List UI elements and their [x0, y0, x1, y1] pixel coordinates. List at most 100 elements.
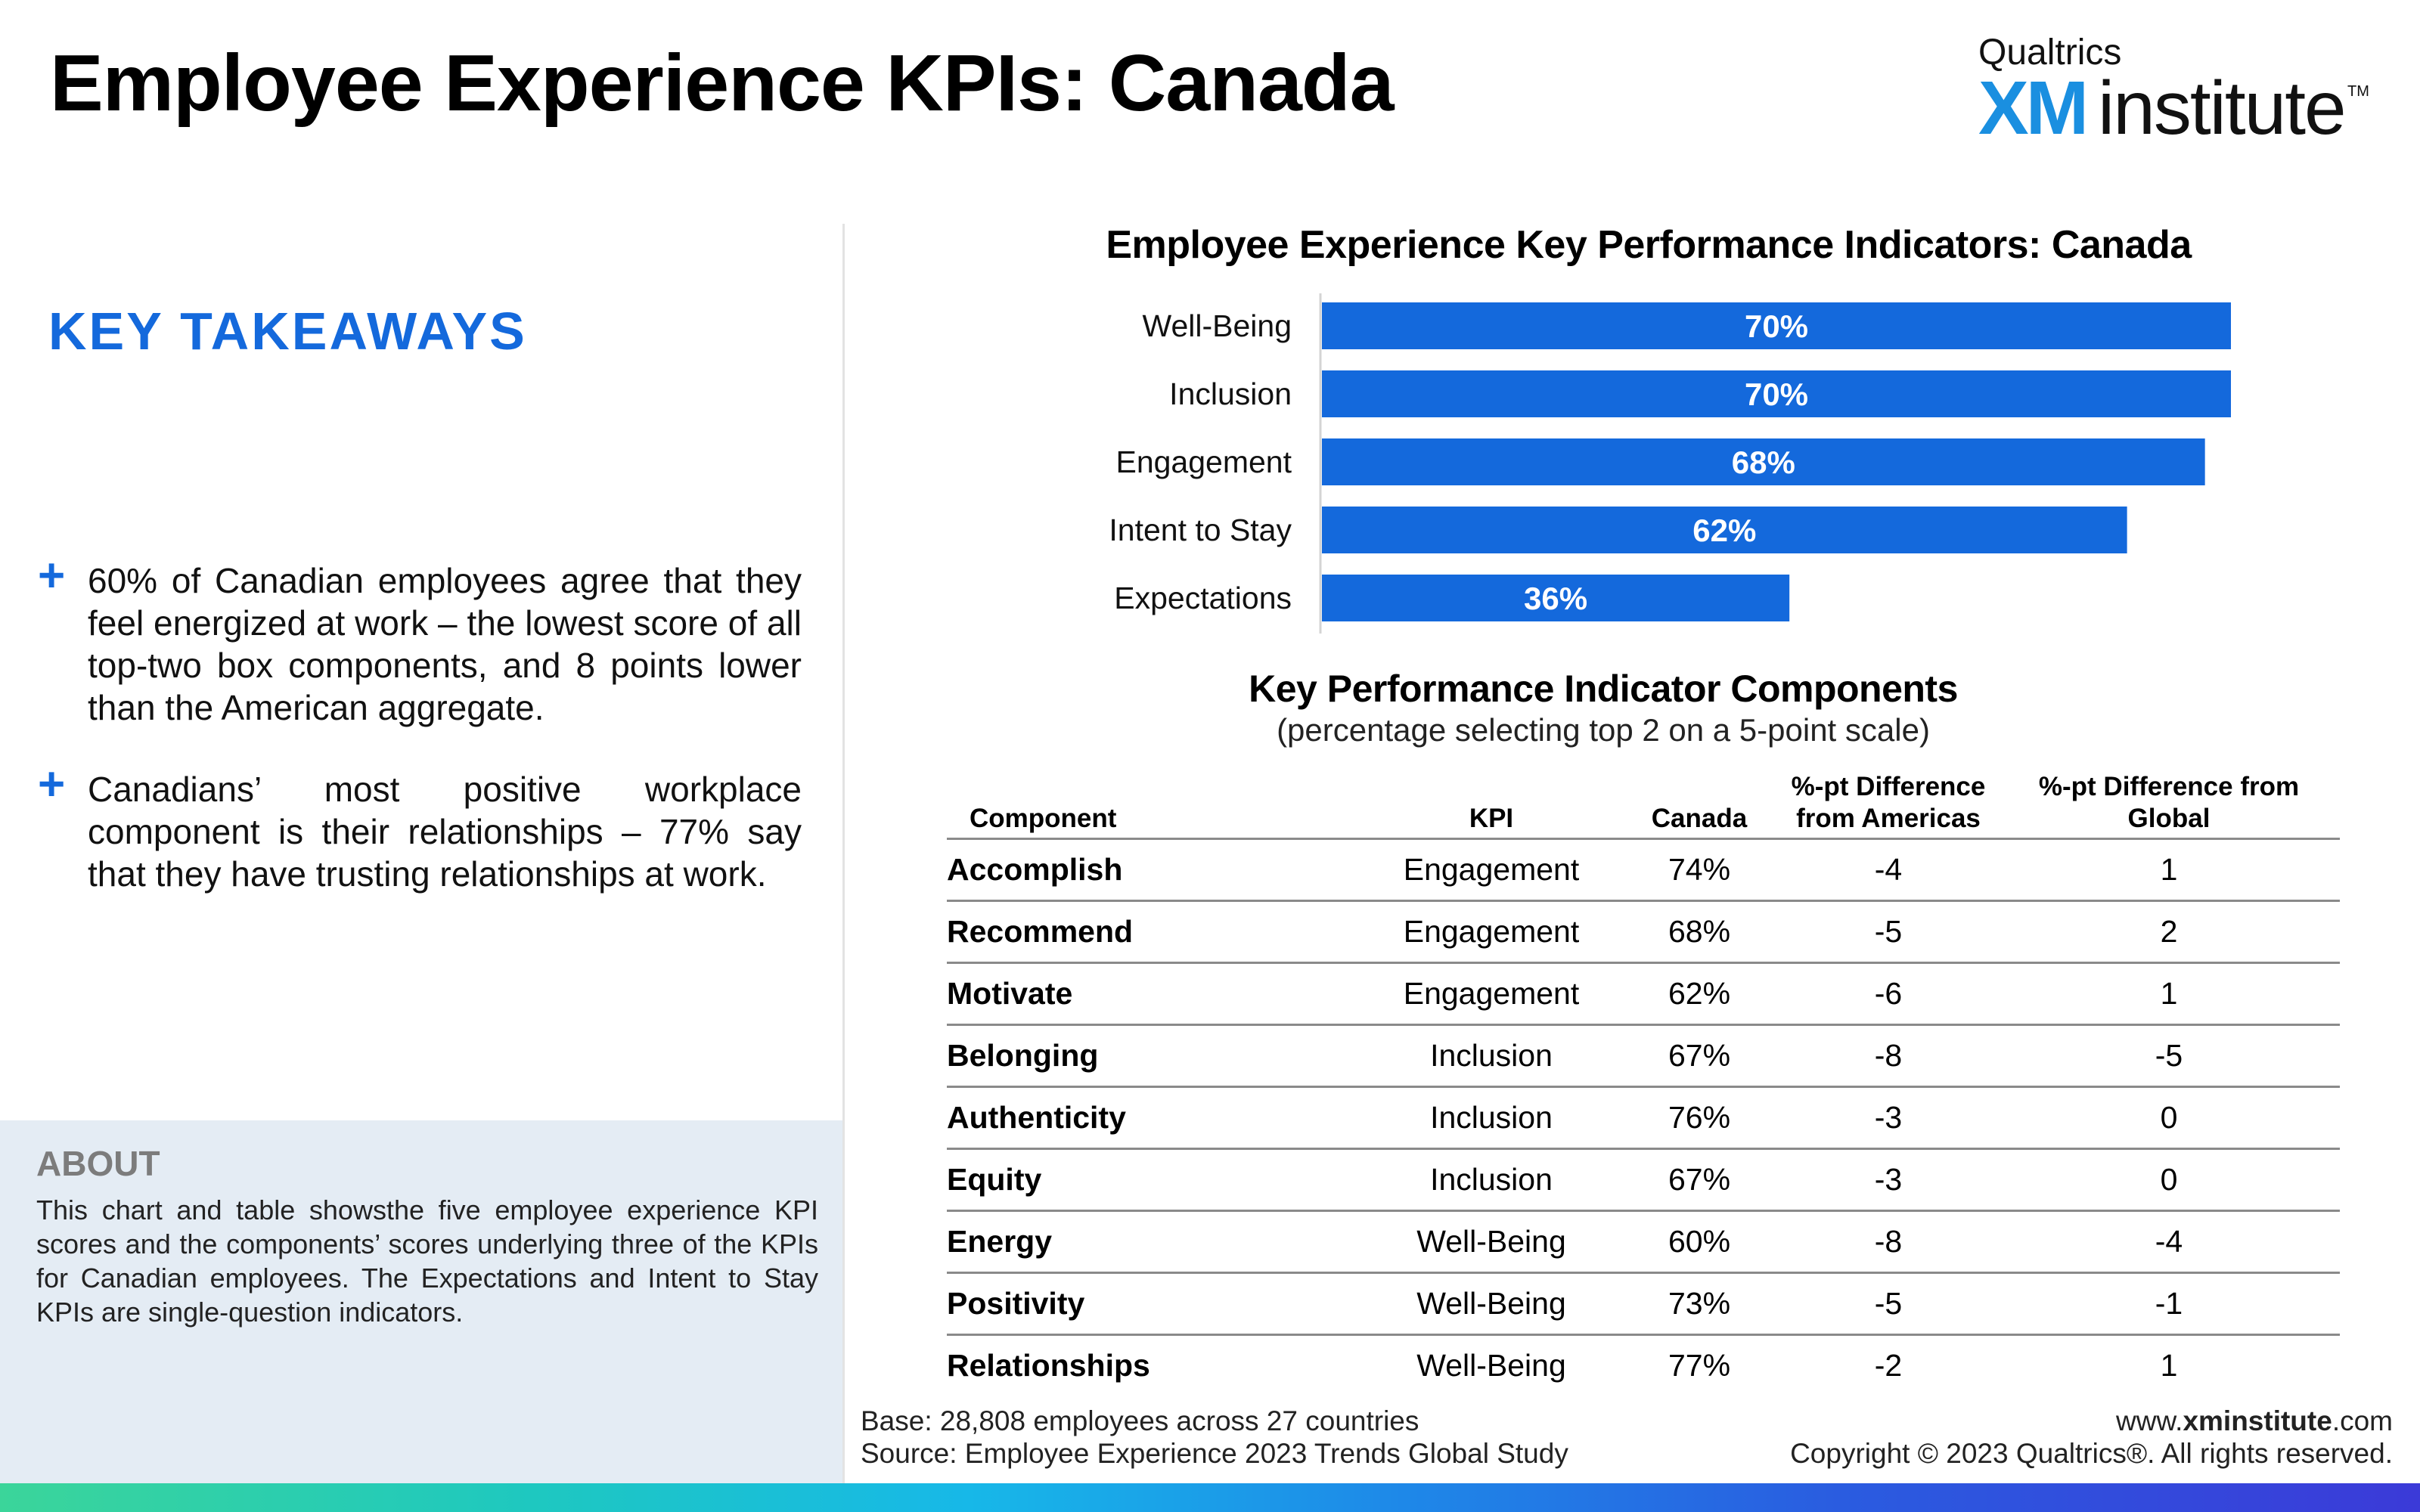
- row-diff-americas: -5: [1779, 1272, 1998, 1336]
- url-prefix: www.: [2116, 1405, 2183, 1436]
- table-row: Positivity Well-Being 73% -5 -1: [947, 1272, 2340, 1336]
- logo-trademark: TM: [2347, 83, 2369, 100]
- bar-value-label: 36%: [1524, 581, 1587, 616]
- row-kpi: Inclusion: [1363, 1148, 1620, 1212]
- category-label: Expectations: [1114, 581, 1292, 615]
- table-row: Recommend Engagement 68% -5 2: [947, 900, 2340, 964]
- table-title: Key Performance Indicator Components: [1249, 668, 1958, 710]
- bar-value-label: 70%: [1745, 376, 1808, 412]
- table-row: Energy Well-Being 60% -8 -4: [947, 1210, 2340, 1274]
- takeaway-item: + Canadians’ most positive workplace com…: [38, 761, 802, 895]
- key-takeaways-heading: KEY TAKEAWAYS: [48, 302, 527, 361]
- row-diff-global: 1: [1998, 838, 2340, 902]
- row-component: Motivate: [947, 962, 1363, 1026]
- header-diff-americas-line2: from Americas: [1796, 804, 1981, 833]
- takeaway-item: + 60% of Canadian employees agree that t…: [38, 553, 802, 729]
- table-row: Accomplish Engagement 74% -4 1: [947, 838, 2340, 902]
- xm-institute-logo: Qualtrics XM institute TM: [1978, 27, 2372, 150]
- kpi-components-table: Component KPI Canada %-pt Difference from…: [947, 771, 2340, 1396]
- about-panel: ABOUT This chart and table showsthe five…: [0, 1120, 842, 1483]
- bar-value-label: 68%: [1732, 445, 1795, 480]
- row-kpi: Well-Being: [1363, 1210, 1620, 1274]
- column-divider: [842, 224, 845, 1486]
- row-component: Belonging: [947, 1024, 1363, 1088]
- table-row: Belonging Inclusion 67% -8 -5: [947, 1024, 2340, 1088]
- header-diff-global-line2: Global: [2127, 804, 2211, 833]
- table-subtitle: (percentage selecting top 2 on a 5-point…: [1277, 712, 1930, 748]
- row-kpi: Well-Being: [1363, 1272, 1620, 1336]
- plus-icon: +: [38, 550, 66, 602]
- row-canada: 68%: [1620, 900, 1779, 964]
- row-component: Authenticity: [947, 1086, 1363, 1150]
- plus-icon: +: [38, 758, 66, 810]
- header-component: Component: [947, 771, 1363, 840]
- category-label: Intent to Stay: [1109, 513, 1292, 547]
- table-row: Authenticity Inclusion 76% -3 0: [947, 1086, 2340, 1150]
- row-diff-americas: -8: [1779, 1024, 1998, 1088]
- bar: [1322, 507, 2127, 553]
- row-diff-americas: -2: [1874, 1348, 1903, 1383]
- row-diff-americas: -3: [1779, 1086, 1998, 1150]
- row-component: Positivity: [947, 1272, 1363, 1336]
- bar: [1322, 370, 2231, 417]
- row-diff-global: -4: [1998, 1210, 2340, 1274]
- base-text: Base: 28,808 employees across 27 countri…: [861, 1405, 1419, 1436]
- row-diff-global: 1: [1998, 962, 2340, 1026]
- takeaway-text: Canadians’ most positive workplace compo…: [88, 770, 802, 894]
- row-canada: 74%: [1620, 838, 1779, 902]
- bar: [1322, 438, 2205, 485]
- row-canada: 67%: [1620, 1024, 1779, 1088]
- table-header-row: Component KPI Canada %-pt Difference from…: [947, 771, 2340, 840]
- table-row: Relationships Well-Being 77% -2 1: [947, 1335, 2340, 1396]
- row-kpi: Inclusion: [1363, 1086, 1620, 1150]
- url-domain: xminstitute: [2183, 1405, 2332, 1436]
- row-diff-americas: -6: [1779, 962, 1998, 1026]
- row-canada: 76%: [1620, 1086, 1779, 1150]
- header-kpi: KPI: [1363, 771, 1620, 840]
- row-component: Recommend: [947, 900, 1363, 964]
- row-diff-global: 2: [1998, 900, 2340, 964]
- row-canada: 67%: [1620, 1148, 1779, 1212]
- row-kpi: Well-Being: [1416, 1348, 1566, 1383]
- row-diff-americas: -8: [1779, 1210, 1998, 1274]
- row-component: Equity: [947, 1148, 1363, 1212]
- about-text: This chart and table showsthe five emplo…: [36, 1194, 818, 1328]
- takeaway-text: 60% of Canadian employees agree that the…: [88, 561, 802, 727]
- kpi-bar-chart: Well-Being 70% Inclusion 70% Engagement 68% In…: [1109, 293, 2231, 634]
- about-heading: ABOUT: [36, 1144, 160, 1183]
- row-diff-americas: -4: [1779, 838, 1998, 902]
- category-label: Well-Being: [1143, 308, 1292, 343]
- logo-qualtrics-text: Qualtrics: [1978, 33, 2122, 73]
- bar: [1322, 302, 2231, 349]
- row-diff-americas: -3: [1779, 1148, 1998, 1212]
- category-label: Engagement: [1115, 445, 1292, 479]
- header-diff-global-line1: %-pt Difference from: [2038, 772, 2300, 801]
- row-kpi: Inclusion: [1363, 1024, 1620, 1088]
- row-kpi: Engagement: [1363, 900, 1620, 964]
- website-url[interactable]: www.xminstitute.com: [1790, 1405, 2393, 1437]
- row-canada: 60%: [1620, 1210, 1779, 1274]
- row-canada: 77%: [1668, 1348, 1731, 1383]
- chart-title: Employee Experience Key Performance Indi…: [1106, 223, 2192, 267]
- row-diff-global: 0: [1998, 1148, 2340, 1212]
- logo-institute-text: institute: [2098, 66, 2347, 150]
- bar: [1322, 575, 1790, 621]
- category-label: Inclusion: [1169, 376, 1292, 411]
- row-diff-global: -1: [1998, 1272, 2340, 1336]
- header-canada: Canada: [1620, 771, 1779, 840]
- header-diff-americas-line1: %-pt Difference: [1791, 772, 1986, 801]
- copyright-note: www.xminstitute.com Copyright © 2023 Qua…: [1790, 1405, 2393, 1470]
- row-kpi: Engagement: [1363, 962, 1620, 1026]
- table-row: Motivate Engagement 62% -6 1: [947, 962, 2340, 1026]
- row-kpi: Engagement: [1363, 838, 1620, 902]
- logo-xm-text: XM: [1978, 66, 2089, 150]
- url-suffix: .com: [2332, 1405, 2393, 1436]
- copyright-text: Copyright © 2023 Qualtrics®. All rights …: [1790, 1438, 2393, 1469]
- page-title: Employee Experience KPIs: Canada: [50, 39, 1395, 128]
- bar-value-label: 62%: [1692, 513, 1756, 548]
- table-row: Equity Inclusion 67% -3 0: [947, 1148, 2340, 1212]
- header-diff-americas: %-pt Difference from Americas: [1779, 771, 1998, 840]
- row-diff-global: 0: [1998, 1086, 2340, 1150]
- row-diff-americas: -5: [1779, 900, 1998, 964]
- row-canada: 73%: [1620, 1272, 1779, 1336]
